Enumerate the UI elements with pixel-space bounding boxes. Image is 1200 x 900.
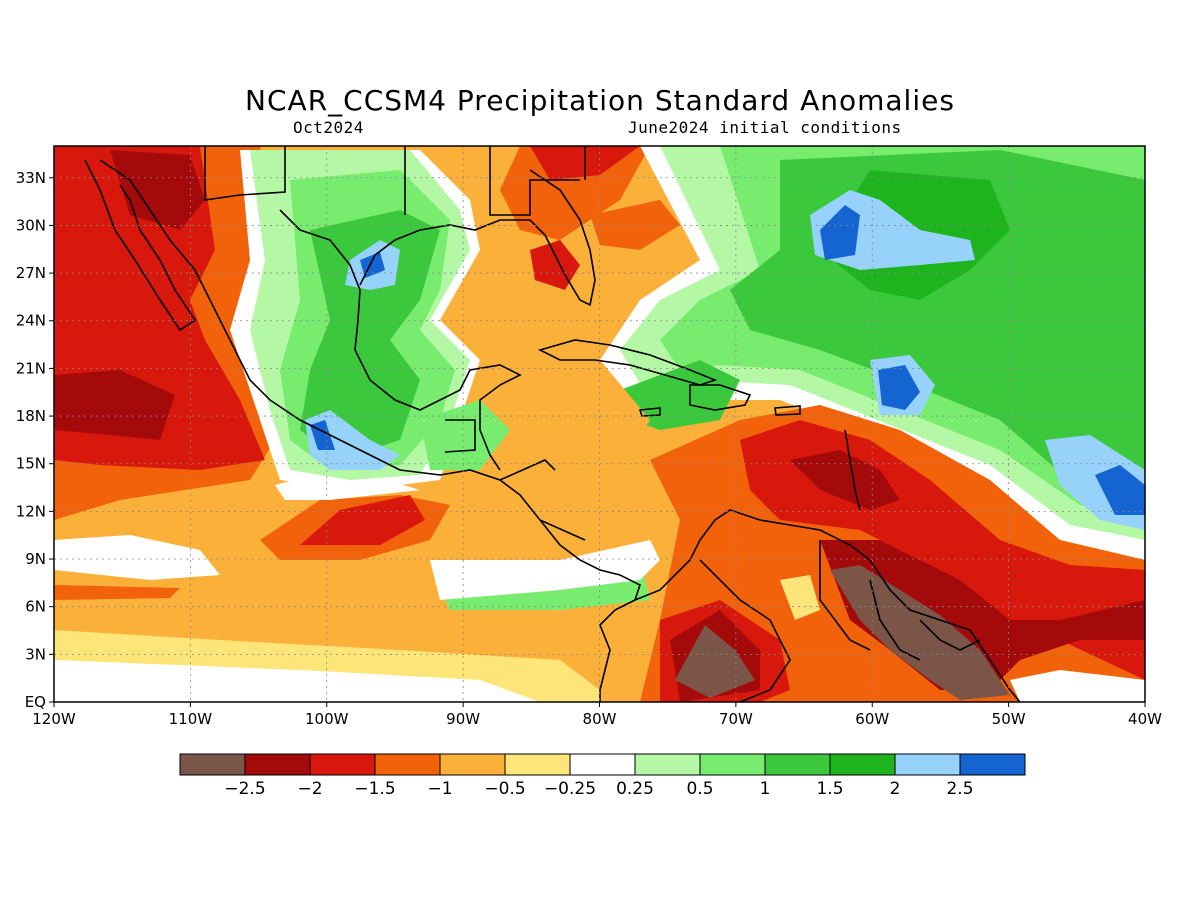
coastline-south-america-north [634, 509, 1021, 702]
map-gridlines [54, 146, 1145, 702]
longitude-ticks: 120W 110W 100W 90W 80W 70W 60W 50W 40W [32, 702, 1162, 728]
colorbar-swatch [244, 753, 311, 776]
field-atlantic-darkblue-c [878, 365, 920, 410]
field-pacific-orange-3 [54, 585, 180, 600]
colorbar-swatch [569, 753, 636, 776]
field-yucatan-green [420, 400, 510, 470]
colorbar-label: 1 [760, 779, 771, 799]
field-central-american-orange [500, 360, 650, 500]
coastlines [84, 146, 1021, 702]
border-central-america-1 [499, 459, 556, 481]
coastline-us-border [204, 146, 286, 201]
coastline-gulf-of-california [99, 159, 401, 471]
field-centralamerica-green [440, 560, 650, 610]
coastline-baja-california [84, 159, 197, 332]
border-guyana-suriname [869, 579, 921, 661]
y-tick-label: 9N [25, 550, 46, 568]
field-pacific-white [54, 660, 540, 702]
colorbar-label: 0.5 [686, 779, 713, 799]
border-suriname-guiana [919, 619, 981, 651]
border-central-america-2 [539, 519, 586, 541]
coastline-cuba [537, 339, 718, 386]
colorbar-label: −2.5 [224, 779, 265, 799]
border-us-states [404, 146, 586, 216]
colorbar-label: 2.5 [946, 779, 973, 799]
field-florida-red-2 [530, 240, 580, 290]
colorbar-swatch [959, 753, 1026, 776]
colorbar-label: −0.25 [544, 779, 596, 799]
colorbar-swatch [894, 753, 961, 776]
colorbar-label: −1 [427, 779, 452, 799]
field-centralamerica-white [430, 540, 660, 600]
colorbar-label: 0.25 [616, 779, 654, 799]
x-tick-label: 120W [32, 710, 76, 728]
colorbar-label: 1.5 [816, 779, 843, 799]
y-tick-label: 27N [16, 264, 46, 282]
field-pacific-red-2 [300, 495, 425, 545]
field-colombia-brown [675, 625, 755, 698]
colorbar-swatch [634, 753, 701, 776]
latitude-ticks: EQ 3N 6N 9N 12N 15N 18N 21N 24N 27N 30N 33N [16, 169, 54, 711]
coastline-gulf-mexico-west [279, 209, 522, 471]
field-pacific-darkred-w [54, 370, 175, 440]
colorbar-label: −0.5 [484, 779, 525, 799]
field-pacific-white-2 [54, 535, 220, 580]
coastline-central-america [399, 469, 641, 702]
coastline-jamaica [638, 407, 661, 417]
y-tick-label: 18N [16, 407, 46, 425]
colorbar-swatch [699, 753, 766, 776]
y-tick-label: 12N [16, 502, 46, 520]
x-tick-label: 70W [719, 710, 753, 728]
y-tick-label: 6N [25, 598, 46, 616]
field-atlantic-orange [590, 200, 680, 250]
field-atlantic-darkblue-n [820, 205, 860, 260]
initial-conditions-label: June2024 initial conditions [628, 118, 902, 137]
field-venezuela-yellow [780, 575, 820, 620]
colorbar-swatch [829, 753, 896, 776]
coastline-puerto-rico [774, 405, 801, 416]
coastline-hispaniola [689, 384, 752, 411]
x-tick-label: 80W [583, 710, 617, 728]
x-tick-label: 100W [305, 710, 349, 728]
colorbar-label: −1.5 [354, 779, 395, 799]
field-mexico-mediumgreen [300, 210, 440, 460]
border-venezuela-guyana [819, 540, 871, 651]
map-title: NCAR_CCSM4 Precipitation Standard Anomal… [245, 84, 955, 117]
x-tick-label: 90W [446, 710, 480, 728]
y-tick-label: 15N [16, 455, 46, 473]
colorbar-swatch [764, 753, 831, 776]
colorbar-swatch [374, 753, 441, 776]
x-tick-label: 60W [855, 710, 889, 728]
y-tick-label: 24N [16, 312, 46, 330]
valid-month-label: Oct2024 [293, 118, 364, 137]
colorbar: −2.5 −2 −1.5 −1 −0.5 −0.25 0.25 0.5 1 1.5 2 2.5 [179, 753, 1026, 799]
field-atlantic-darkblue-e [1095, 465, 1145, 515]
x-tick-label: 40W [1128, 710, 1162, 728]
anomaly-field [54, 146, 1145, 702]
colorbar-swatch [309, 753, 376, 776]
y-tick-label: 21N [16, 359, 46, 377]
colorbar-swatch [439, 753, 506, 776]
y-tick-label: EQ [25, 693, 46, 711]
field-florida-orange [500, 146, 650, 240]
coastline-texas-gulf [359, 169, 596, 307]
border-mexico-guatemala [444, 419, 476, 453]
coastline-lesser-antilles [844, 429, 861, 511]
x-tick-label: 110W [169, 710, 213, 728]
colorbar-label: −2 [297, 779, 322, 799]
colorbar-label: 2 [890, 779, 901, 799]
border-venezuela-colombia [699, 559, 791, 702]
y-tick-label: 3N [25, 645, 46, 663]
y-tick-label: 30N [16, 216, 46, 234]
colorbar-swatch [504, 753, 571, 776]
field-brazil-white [1010, 670, 1145, 702]
colorbar-swatch [179, 753, 246, 776]
y-tick-label: 33N [16, 169, 46, 187]
x-tick-label: 50W [992, 710, 1026, 728]
field-mexico-blue [305, 410, 400, 470]
